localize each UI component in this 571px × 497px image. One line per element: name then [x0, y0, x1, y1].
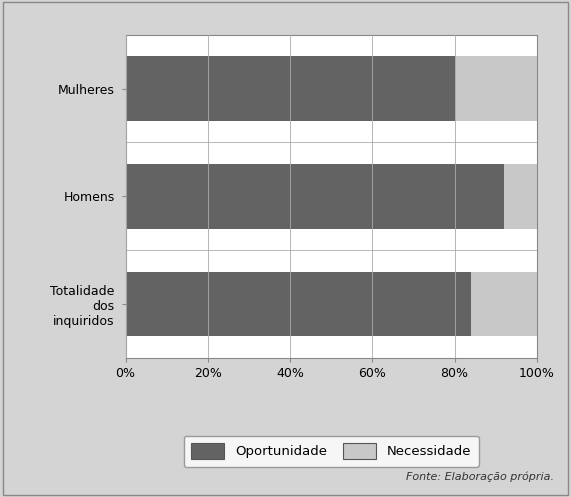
Legend: Oportunidade, Necessidade: Oportunidade, Necessidade [183, 435, 479, 467]
Bar [455, 56, 537, 121]
Bar [126, 272, 471, 336]
Bar [126, 164, 504, 229]
Text: Fonte: Elaboração própria.: Fonte: Elaboração própria. [406, 472, 554, 482]
Bar [504, 164, 537, 229]
Bar [126, 56, 455, 121]
Bar [471, 272, 537, 336]
